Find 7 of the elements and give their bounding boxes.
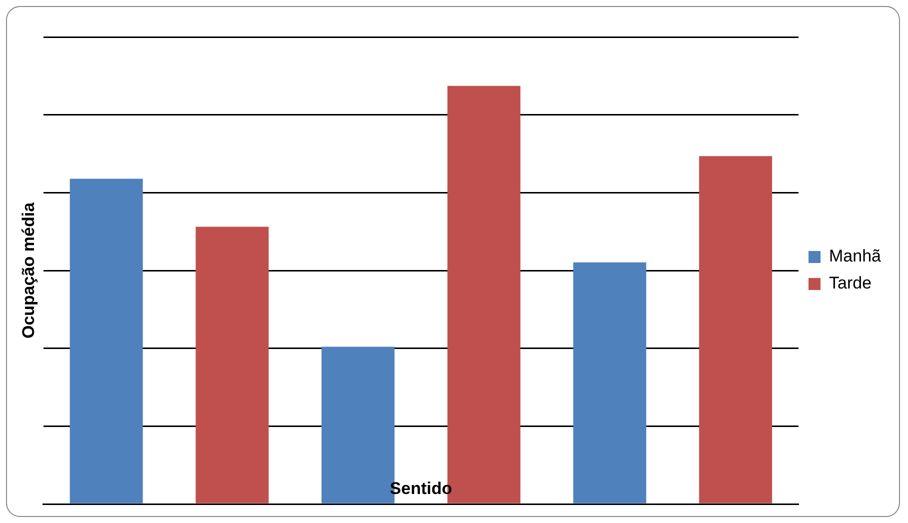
legend-label: Manhã bbox=[829, 246, 882, 266]
legend-label: Tarde bbox=[829, 274, 872, 293]
bar bbox=[196, 226, 269, 504]
bar bbox=[573, 262, 646, 504]
y-axis-title: Ocupação média bbox=[18, 202, 38, 339]
bar bbox=[70, 178, 143, 504]
bar bbox=[699, 156, 772, 504]
